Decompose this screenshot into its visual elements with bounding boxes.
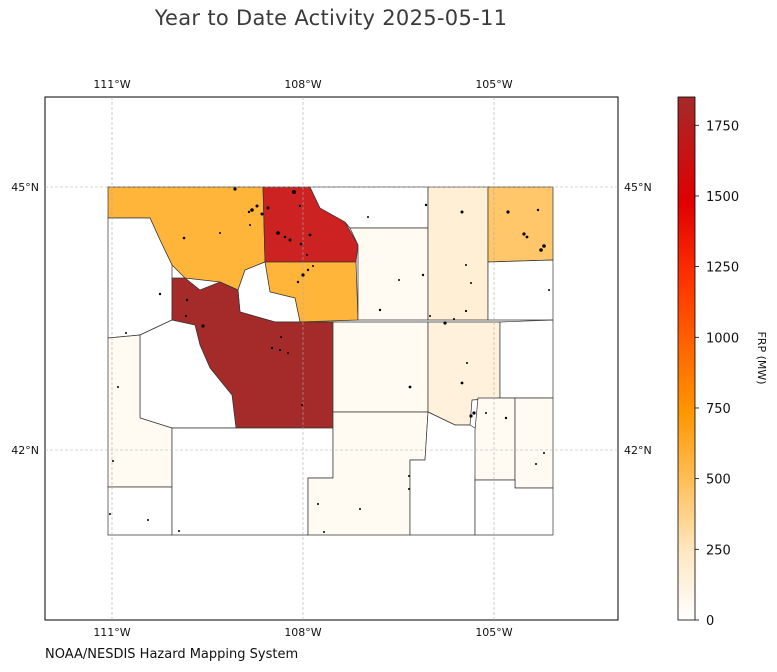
colorbar-tick-label: 1500 <box>706 190 739 205</box>
tick-lon-111-bottom: 111°W <box>93 626 130 639</box>
right-lat-ticks: 45°N 42°N <box>624 181 652 457</box>
source-credit: NOAA/NESDIS Hazard Mapping System <box>45 647 299 662</box>
bottom-lon-ticks: 111°W 108°W 105°W <box>93 626 512 639</box>
county-platte <box>474 397 516 481</box>
tick-lat-42-right: 42°N <box>624 444 652 457</box>
county-laramie <box>474 479 554 536</box>
tick-lon-108-top: 108°W <box>284 78 321 91</box>
colorbar-tick-label: 1250 <box>706 261 739 276</box>
county-weston <box>487 259 554 321</box>
colorbar-label: FRP (MW) <box>755 331 768 384</box>
county-campbell <box>427 186 489 321</box>
county-uinta <box>107 486 173 536</box>
tick-lon-108-bottom: 108°W <box>284 626 321 639</box>
county-crook <box>487 186 554 263</box>
top-lon-ticks: 111°W 108°W 105°W <box>93 78 512 91</box>
colorbar-ticks: 0 250 500 750 1000 1250 1500 1750 <box>695 119 739 629</box>
colorbar: 0 250 500 750 1000 1250 1500 1750 FRP (MW) <box>677 96 768 629</box>
tick-lon-111-top: 111°W <box>93 78 130 91</box>
map-title: Year to Date Activity 2025-05-11 <box>154 6 508 30</box>
colorbar-tick-label: 1750 <box>706 119 739 134</box>
county-natrona <box>332 321 429 413</box>
county-goshen <box>514 397 554 489</box>
tick-lat-42-left: 42°N <box>11 444 39 457</box>
county-niobrara <box>499 319 554 399</box>
county-johnson <box>349 227 429 321</box>
graticule <box>45 97 618 620</box>
county-layer <box>107 186 554 536</box>
colorbar-tick-label: 250 <box>706 543 731 558</box>
tick-lat-45-right: 45°N <box>624 181 652 194</box>
colorbar-tick-label: 0 <box>706 614 714 629</box>
left-lat-ticks: 45°N 42°N <box>11 181 39 457</box>
colorbar-tick-label: 1000 <box>706 331 739 346</box>
tick-lat-45-left: 45°N <box>11 181 39 194</box>
colorbar-gradient <box>677 96 696 621</box>
colorbar-tick-label: 750 <box>706 402 731 417</box>
tick-lon-105-top: 105°W <box>475 78 512 91</box>
fire-detections <box>109 187 550 533</box>
tick-lon-105-bottom: 105°W <box>475 626 512 639</box>
colorbar-tick-label: 500 <box>706 473 731 488</box>
